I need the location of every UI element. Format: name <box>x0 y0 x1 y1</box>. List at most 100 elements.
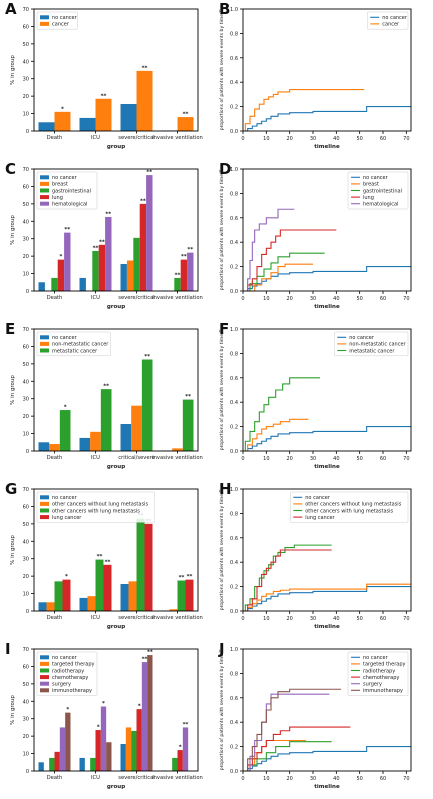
bar <box>38 122 55 131</box>
y-tick-label: 0.6 <box>230 696 238 702</box>
x-tick-label: 30 <box>310 776 316 782</box>
legend-label: non-metastatic cancer <box>349 342 406 348</box>
y-tick-label: 30 <box>23 237 29 243</box>
legend-swatch <box>40 188 49 193</box>
y-tick-label: 0.4 <box>230 80 238 86</box>
significance-label: * <box>97 725 100 731</box>
plot-frame <box>242 488 412 612</box>
y-tick-label: 0.4 <box>230 560 238 566</box>
significance-label: * <box>64 405 67 411</box>
x-axis-label: timeline <box>314 464 340 470</box>
y-axis-label: proportions of patients with severe even… <box>219 650 225 771</box>
panel-letter: E <box>5 320 15 338</box>
y-tick-label: 0 <box>26 769 29 775</box>
legend-label: targeted therapy <box>52 662 95 668</box>
panel-g: G 0 10 20 30 40 50 60 70 % in group group Death * ICU… <box>5 480 203 630</box>
y-tick-label: 0.2 <box>230 425 238 431</box>
x-tick-label: Death <box>47 455 63 461</box>
significance-label: ** <box>142 65 148 71</box>
y-tick-label: 0.8 <box>230 511 238 517</box>
legend-label: cancer <box>382 22 400 28</box>
significance-label: * <box>179 745 182 751</box>
bar <box>79 757 85 771</box>
bar <box>120 263 127 291</box>
legend-swatch <box>40 341 49 346</box>
x-tick-label: 70 <box>403 136 409 142</box>
legend-label: lung cancer <box>52 515 82 521</box>
x-axis-label: timeline <box>314 304 340 310</box>
x-tick-label: 40 <box>333 616 339 622</box>
panel-i: I 0 10 20 30 40 50 60 70 % in group group Death * ICU… <box>5 640 203 790</box>
y-tick-label: 60 <box>23 184 29 190</box>
legend-label: no cancer <box>363 655 389 661</box>
x-tick-label: severe/critical <box>118 615 155 621</box>
y-tick-label: 0.2 <box>230 745 238 751</box>
legend-label: lung cancer <box>305 515 335 521</box>
bar <box>51 277 58 291</box>
x-tick-label: 0 <box>241 776 244 782</box>
x-tick-label: ICU <box>91 775 100 781</box>
legend-swatch <box>40 15 49 20</box>
x-tick-label: ICU <box>91 135 100 141</box>
bar <box>177 117 194 131</box>
x-tick-label: invasive ventilation <box>152 295 203 301</box>
y-tick-label: 0.2 <box>230 585 238 591</box>
bar <box>106 742 112 771</box>
significance-label: ** <box>179 575 185 581</box>
legend-swatch <box>40 501 49 506</box>
bar <box>79 277 86 291</box>
y-tick-label: 20 <box>23 254 29 260</box>
panel-a: A 0 10 20 30 40 50 60 70 % in group group Death * ICU… <box>5 0 203 150</box>
y-tick-label: 30 <box>23 557 29 563</box>
bar <box>180 259 188 291</box>
y-tick-label: 40 <box>23 699 29 705</box>
significance-label: * <box>65 574 68 580</box>
x-tick-label: 0 <box>241 616 244 622</box>
x-tick-label: 70 <box>403 776 409 782</box>
x-tick-label: 10 <box>263 776 269 782</box>
y-tick-label: 1.0 <box>230 647 238 653</box>
significance-label: ** <box>175 272 181 278</box>
significance-label: ** <box>187 247 193 253</box>
legend-label: metastatic cancer <box>349 348 395 354</box>
y-tick-label: 70 <box>23 7 29 13</box>
y-tick-label: 40 <box>23 59 29 65</box>
x-tick-label: invasive ventilation <box>152 135 203 141</box>
y-tick-label: 70 <box>23 167 29 173</box>
bar <box>136 518 145 611</box>
x-tick-label: invasive ventilation <box>152 455 203 461</box>
y-axis-label: % in group <box>10 535 16 565</box>
significance-label: * <box>138 704 141 710</box>
legend-label: no cancer <box>52 15 78 21</box>
legend-swatch <box>40 21 49 26</box>
x-axis-label: timeline <box>314 784 340 790</box>
y-tick-label: 60 <box>23 664 29 670</box>
y-axis-label: proportions of patients with severe even… <box>219 170 225 291</box>
legend-swatch <box>40 495 49 500</box>
y-tick-label: 0.6 <box>230 536 238 542</box>
y-tick-label: 0.8 <box>230 351 238 357</box>
bar <box>98 244 106 291</box>
bar <box>141 662 148 771</box>
y-tick-label: 0.4 <box>230 400 238 406</box>
y-tick-label: 0.0 <box>230 769 238 775</box>
panel-e: E 0 10 20 30 40 50 60 70 % in group group Death * ICU… <box>5 320 203 470</box>
plot-frame <box>33 328 199 452</box>
x-tick-label: ICU <box>91 615 100 621</box>
y-tick-label: 0.8 <box>230 671 238 677</box>
y-tick-label: 0.0 <box>230 609 238 615</box>
y-tick-label: 70 <box>23 327 29 333</box>
bar <box>49 757 55 771</box>
y-axis-label: % in group <box>10 215 16 245</box>
legend-label: surgery <box>52 682 71 688</box>
significance-label: * <box>66 707 69 713</box>
bar <box>125 727 132 771</box>
plot-frame <box>33 168 199 292</box>
legend-label: no cancer <box>363 175 389 181</box>
x-tick-label: ICU <box>91 455 100 461</box>
bar <box>131 405 142 451</box>
legend-label: chemotherapy <box>363 675 399 681</box>
y-tick-label: 1.0 <box>230 7 238 13</box>
legend-label: radiotherapy <box>52 668 84 674</box>
